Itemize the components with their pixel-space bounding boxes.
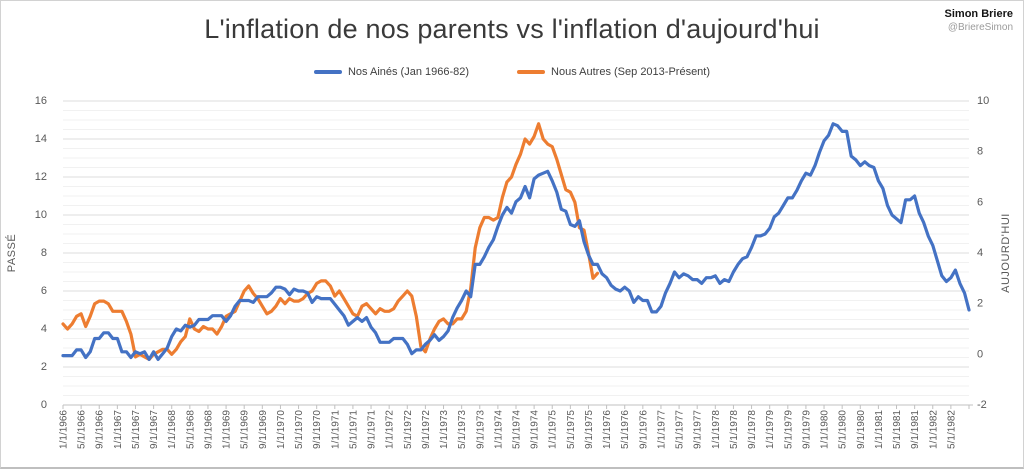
legend-item-nous-autres-sep-2013-present: Nous Autres (Sep 2013-Présent) <box>517 66 710 78</box>
series-line-nos-aines-jan-1966-82 <box>61 122 971 361</box>
x-axis-tick-label: 9/1/1978 <box>747 410 758 449</box>
chart-title: L'inflation de nos parents vs l'inflatio… <box>204 14 820 44</box>
x-axis-tick-label: 1/1/1977 <box>656 410 667 449</box>
left-axis-tick-label: 0 <box>41 399 47 411</box>
attribution: Simon Briere @BriereSimon <box>945 8 1013 33</box>
x-axis-tick-label: 5/1/1967 <box>131 410 142 449</box>
x-axis-tick-label: 1/1/1975 <box>548 410 559 449</box>
x-axis-tick-label: 5/1/1976 <box>620 410 631 449</box>
x-axis-tick-label: 5/1/1966 <box>77 410 88 449</box>
x-axis-tick-label: 9/1/1969 <box>258 410 269 449</box>
left-axis-tick-label: 2 <box>41 361 47 373</box>
right-axis-tick-label: 8 <box>977 146 983 158</box>
x-axis-tick-label: 9/1/1976 <box>638 410 649 449</box>
x-axis-tick-label: 9/1/1981 <box>910 410 921 449</box>
legend-label: Nous Autres (Sep 2013-Présent) <box>551 66 711 78</box>
x-axis-tick-label: 1/1/1970 <box>276 410 287 449</box>
right-axis-title: AUJOURD'HUI <box>1000 213 1012 293</box>
x-axis-tick-label: 9/1/1967 <box>149 410 160 449</box>
right-axis-tick-label: 10 <box>977 95 989 107</box>
left-axis-tick-label: 4 <box>41 323 47 335</box>
right-axis-tick-label: 6 <box>977 196 983 208</box>
x-axis-tick-label: 1/1/1968 <box>167 410 178 449</box>
x-axis-tick-label: 9/1/1974 <box>530 410 541 449</box>
legend-item-nos-aines-jan-1966-82: Nos Ainés (Jan 1966-82) <box>313 66 470 78</box>
x-axis-tick-label: 9/1/1970 <box>312 410 323 449</box>
left-axis-title: PASSÉ <box>5 234 18 272</box>
x-axis-tick-label: 1/1/1982 <box>928 410 939 449</box>
x-axis-tick-label: 5/1/1969 <box>240 410 251 449</box>
x-axis-tick-label: 1/1/1981 <box>874 410 885 449</box>
x-axis-tick-label: 5/1/1980 <box>838 410 849 449</box>
x-axis-tick-label: 5/1/1968 <box>185 410 196 449</box>
x-axis-tick-label: 9/1/1975 <box>584 410 595 449</box>
x-axis-tick-label: 1/1/1967 <box>113 410 124 449</box>
x-axis-tick-label: 9/1/1966 <box>95 410 106 449</box>
left-axis-tick-label: 10 <box>35 209 47 221</box>
legend-swatch-nous-autres-sep-2013-present <box>517 70 546 74</box>
left-axis-tick-label: 12 <box>35 171 47 183</box>
x-axis-tick-label: 1/1/1971 <box>330 410 341 449</box>
x-axis-tick-label: 9/1/1968 <box>203 410 214 449</box>
left-axis-tick-label: 16 <box>35 95 47 107</box>
x-axis-tick-label: 5/1/1979 <box>783 410 794 449</box>
x-axis-tick-label: 1/1/1969 <box>222 410 233 449</box>
series-line-nous-autres-sep-2013-present <box>61 122 600 361</box>
x-axis-tick-label: 1/1/1978 <box>711 410 722 449</box>
chart-legend: Nos Ainés (Jan 1966-82) Nous Autres (Sep … <box>1 66 1023 78</box>
x-axis-tick-label: 1/1/1976 <box>602 410 613 449</box>
x-axis-tick-label: 9/1/1972 <box>421 410 432 449</box>
x-axis-tick-label: 5/1/1973 <box>457 410 468 449</box>
x-axis-tick-label: 9/1/1973 <box>475 410 486 449</box>
x-axis-tick-label: 5/1/1975 <box>566 410 577 449</box>
x-axis-tick-label: 1/1/1972 <box>385 410 396 449</box>
author-name: Simon Briere <box>944 8 1013 20</box>
x-axis-tick-label: 1/1/1980 <box>820 410 831 449</box>
x-axis-tick-label: 1/1/1979 <box>765 410 776 449</box>
right-axis-tick-label: 0 <box>977 348 983 360</box>
x-axis-tick-label: 5/1/1977 <box>675 410 686 449</box>
x-axis-tick-label: 9/1/1977 <box>693 410 704 449</box>
x-axis-tick-label: 9/1/1980 <box>856 410 867 449</box>
author-handle: @BriereSimon <box>947 22 1013 34</box>
x-axis-tick-label: 1/1/1973 <box>439 410 450 449</box>
right-axis-tick-label: 4 <box>977 247 983 259</box>
left-axis-tick-label: 14 <box>35 133 47 145</box>
left-axis-tick-label: 6 <box>41 285 47 297</box>
legend-label: Nos Ainés (Jan 1966-82) <box>347 66 470 78</box>
x-axis-tick-label: 5/1/1971 <box>348 410 359 449</box>
right-axis-tick-label: 2 <box>977 298 983 310</box>
x-axis-tick-label: 5/1/1978 <box>729 410 740 449</box>
x-axis-tick-label: 5/1/1981 <box>892 410 903 449</box>
legend-swatch-nos-aines-jan-1966-82 <box>313 70 342 74</box>
x-axis-tick-label: 9/1/1979 <box>801 410 812 449</box>
x-axis-tick-label: 1/1/1966 <box>59 410 70 449</box>
x-axis-tick-label: 5/1/1970 <box>294 410 305 449</box>
left-axis-tick-label: 8 <box>41 247 47 259</box>
right-axis-tick-label: -2 <box>977 399 987 411</box>
x-axis-tick-label: 9/1/1971 <box>367 410 378 449</box>
x-axis-tick-label: 5/1/1974 <box>512 410 523 449</box>
x-axis-tick-label: 5/1/1972 <box>403 410 414 449</box>
x-axis-tick-label: 1/1/1974 <box>493 410 504 449</box>
x-axis-tick-label: 5/1/1982 <box>946 410 957 449</box>
